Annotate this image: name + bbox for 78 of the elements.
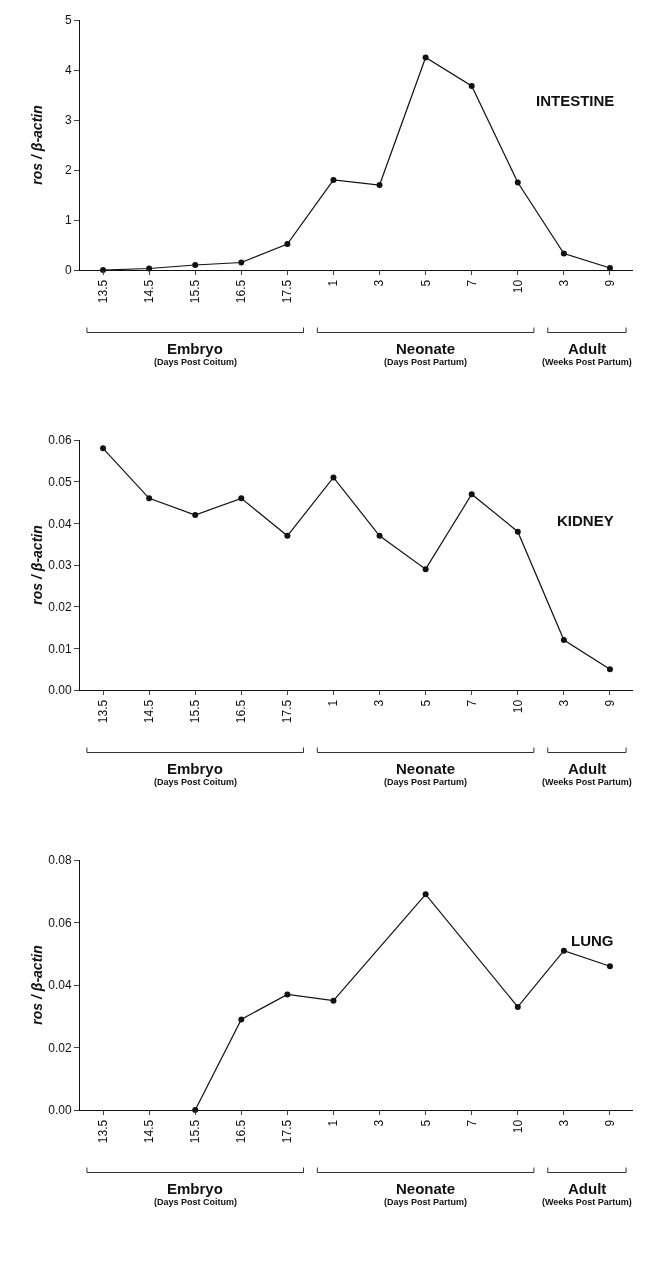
x-tick-label: 13.5	[95, 699, 110, 724]
y-tick-label: 0.04	[48, 516, 72, 531]
x-tick-label: 16.5	[234, 1119, 249, 1144]
x-tick-label: 10	[510, 699, 525, 714]
text: Neonate	[396, 340, 456, 357]
y-tick-label: 3	[64, 113, 72, 128]
text: Adult	[568, 1180, 607, 1197]
x-tick-label: 5	[418, 699, 433, 707]
x-tick-label: 9	[602, 1119, 617, 1127]
y-tick-label: 0.01	[48, 641, 72, 656]
text: Adult	[568, 340, 607, 357]
y-tick-label: 0.08	[48, 853, 72, 868]
x-tick-label: 13.5	[95, 1119, 110, 1144]
x-tick-label: 3	[372, 1119, 387, 1127]
x-tick-label: 14.5	[142, 279, 157, 304]
text: (Days Post Coitum)	[154, 777, 238, 787]
x-tick-label: 7	[464, 699, 479, 707]
text: (Days Post Coitum)	[154, 1197, 238, 1207]
x-tick-label: 10	[510, 279, 525, 294]
text: (Weeks Post Partum)	[542, 357, 632, 367]
x-tick-label: 9	[602, 279, 617, 287]
y-tick-label: 1	[64, 213, 72, 228]
x-tick-label: 16.5	[234, 279, 249, 304]
x-tick-label: 17.5	[280, 279, 295, 304]
x-tick-label: 7	[464, 1119, 479, 1127]
x-tick-label: 9	[602, 699, 617, 707]
text: Embryo	[167, 1180, 223, 1197]
text: (Weeks Post Partum)	[542, 777, 632, 787]
text: (Days Post Coitum)	[154, 357, 238, 367]
text: Adult	[568, 760, 607, 777]
x-tick-label: 5	[418, 279, 433, 287]
text: Embryo	[167, 760, 223, 777]
x-tick-label: 5	[418, 1119, 433, 1127]
x-tick-label: 15.5	[188, 279, 203, 304]
text: (Days Post Partum)	[384, 1197, 468, 1207]
y-tick-label: 0.03	[48, 558, 72, 573]
y-tick-label: 0.00	[48, 1103, 72, 1118]
y-tick-label: 0.02	[48, 1040, 72, 1055]
y-tick-label: 0.02	[48, 599, 72, 614]
y-tick-label: 5	[64, 13, 72, 28]
text: Embryo	[167, 340, 223, 357]
x-tick-label: 3	[556, 279, 571, 287]
x-tick-label: 1	[326, 1119, 341, 1127]
x-tick-label: 17.5	[280, 699, 295, 724]
text: (Days Post Partum)	[384, 777, 468, 787]
x-tick-label: 3	[372, 279, 387, 287]
y-tick-label: 4	[64, 63, 72, 78]
x-tick-label: 14.5	[142, 1119, 157, 1144]
x-tick-label: 15.5	[188, 699, 203, 724]
x-tick-label: 7	[464, 279, 479, 287]
y-axis-title: ros / β-actin	[29, 525, 45, 605]
y-tick-label: 0.05	[48, 474, 72, 489]
y-axis-title: ros / β-actin	[29, 945, 45, 1025]
text: (Weeks Post Partum)	[542, 1197, 632, 1207]
x-tick-label: 14.5	[142, 699, 157, 724]
x-tick-label: 3	[556, 1119, 571, 1127]
text: INTESTINE	[536, 92, 615, 109]
x-tick-label: 15.5	[188, 1119, 203, 1144]
y-tick-label: 0.06	[48, 433, 72, 448]
text: (Days Post Partum)	[384, 357, 468, 367]
text: LUNG	[571, 932, 614, 949]
x-tick-label: 1	[326, 699, 341, 707]
x-tick-label: 17.5	[280, 1119, 295, 1144]
x-tick-label: 10	[510, 1119, 525, 1134]
text: Neonate	[396, 1180, 456, 1197]
x-tick-label: 3	[556, 699, 571, 707]
y-tick-label: 2	[64, 163, 72, 178]
x-tick-label: 1	[326, 279, 341, 287]
y-tick-label: 0.04	[48, 978, 72, 993]
x-tick-label: 13.5	[95, 279, 110, 304]
y-tick-label: 0	[64, 263, 72, 278]
x-tick-label: 16.5	[234, 699, 249, 724]
text: Neonate	[396, 760, 456, 777]
x-tick-label: 3	[372, 699, 387, 707]
text: KIDNEY	[557, 512, 614, 529]
y-tick-label: 0.06	[48, 915, 72, 930]
y-axis-title: ros / β-actin	[29, 105, 45, 185]
y-tick-label: 0.00	[48, 683, 72, 698]
